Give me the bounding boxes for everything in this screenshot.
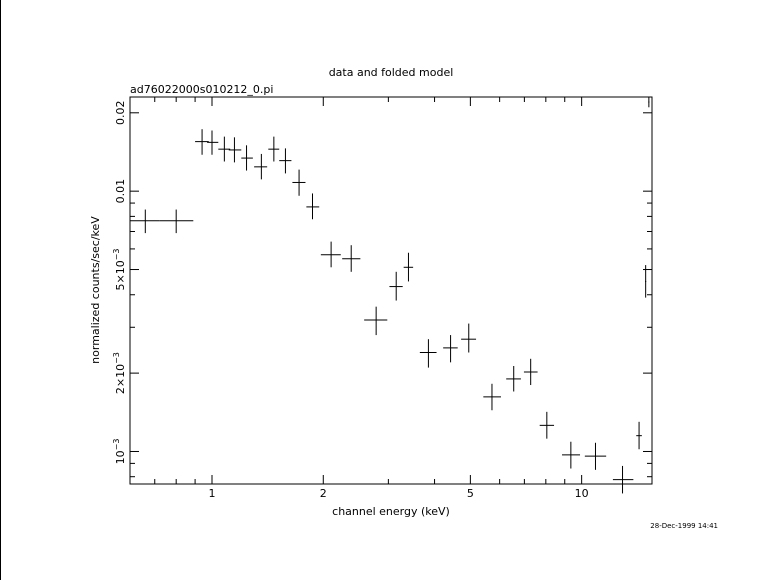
x-axis-ticks [129,97,583,484]
x-tick-label: 10 [575,487,589,500]
data-point [241,145,253,171]
data-point [254,153,268,180]
data-point [645,265,647,298]
data-point [159,209,194,234]
data-point [306,193,320,220]
data-point [364,306,388,336]
chart-title: data and folded model [329,66,454,79]
data-point [342,245,361,272]
data-point [636,421,642,450]
data-point [403,252,414,282]
y-axis-label: normalized counts/sec/keV [89,216,102,364]
data-point [539,411,555,439]
data-point [612,465,634,494]
x-tick-label: 1 [209,487,216,500]
data-point [268,136,280,162]
data-point [461,323,477,353]
data-point [228,137,242,163]
y-axis-ticks [130,112,652,478]
y-tick-label: 2×10−3 [112,352,127,394]
data-point [648,97,650,108]
y-tick-label: 0.02 [114,101,127,126]
y-axis-tick-labels: 10−3 2×10−3 5×10−3 0.01 0.02 [112,101,127,465]
x-axis-tick-labels: 1 2 5 10 [209,487,589,500]
data-point [279,148,292,174]
data-points [130,97,650,494]
data-point [207,130,219,155]
x-tick-label: 5 [467,487,474,500]
plot-timestamp: 28-Dec-1999 14:41 [650,522,718,530]
data-point [195,129,209,155]
y-tick-label: 10−3 [112,439,127,465]
data-point [562,441,581,469]
data-point [523,358,538,386]
data-point [292,169,306,196]
data-point [389,271,403,301]
left-border-rule [0,0,1,580]
data-point [506,365,521,392]
data-point [320,241,341,268]
chart-subtitle: ad76022000s010212_0.pi [130,83,273,96]
x-tick-label: 2 [320,487,327,500]
data-point [419,339,437,368]
data-point [443,335,458,363]
y-tick-label: 0.01 [114,179,127,204]
y-tick-label: 5×10−3 [112,249,127,291]
data-point [218,136,231,162]
data-point [483,383,501,411]
data-point [130,209,160,234]
x-axis-label: channel energy (keV) [332,505,450,518]
data-point [584,442,607,470]
plot-frame [129,96,653,485]
